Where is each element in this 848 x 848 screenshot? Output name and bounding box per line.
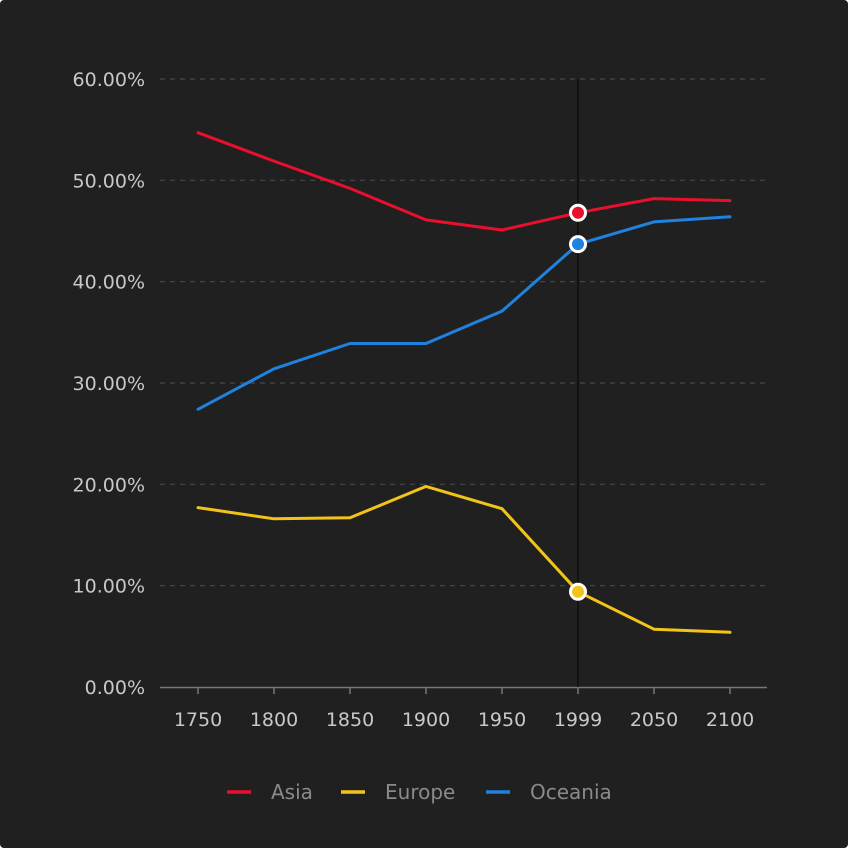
x-tick-label: 2050 — [630, 709, 678, 731]
highlight-markers — [569, 203, 587, 601]
x-tick-label: 1800 — [250, 709, 298, 731]
y-tick-label: 30.00% — [73, 373, 145, 395]
grid-lines — [160, 78, 767, 587]
y-tick-label: 50.00% — [73, 170, 145, 192]
legend: Asia Europe Oceania — [227, 780, 612, 804]
y-tick-label: 0.00% — [85, 677, 145, 699]
legend-label-asia: Asia — [271, 780, 313, 804]
x-tick-label: 1999 — [554, 709, 602, 731]
x-axis: 1750 1800 1850 1900 1950 1999 2050 2100 — [160, 686, 767, 731]
data-point-europe-1999 — [569, 582, 587, 601]
series-line-europe — [196, 484, 732, 634]
legend-label-europe: Europe — [385, 780, 455, 804]
x-tick-label: 1750 — [174, 709, 222, 731]
x-tick-label: 1850 — [326, 709, 374, 731]
legend-label-oceania: Oceania — [530, 780, 612, 804]
series-line-asia — [196, 131, 732, 232]
y-tick-label: 10.00% — [73, 576, 145, 598]
series-line-oceania — [196, 215, 732, 411]
data-point-asia-1999 — [569, 203, 587, 222]
y-tick-label: 40.00% — [73, 272, 145, 294]
y-axis: 0.00% 10.00% 20.00% 30.00% 40.00% 50.00% 60.00… — [73, 69, 145, 699]
x-tick-label: 1900 — [402, 709, 450, 731]
x-tick-label: 2100 — [706, 709, 754, 731]
x-tick-label: 1950 — [478, 709, 526, 731]
y-tick-label: 20.00% — [73, 474, 145, 496]
data-point-oceania-1999 — [569, 235, 587, 254]
y-tick-label: 60.00% — [73, 69, 145, 91]
series-lines — [196, 131, 732, 634]
